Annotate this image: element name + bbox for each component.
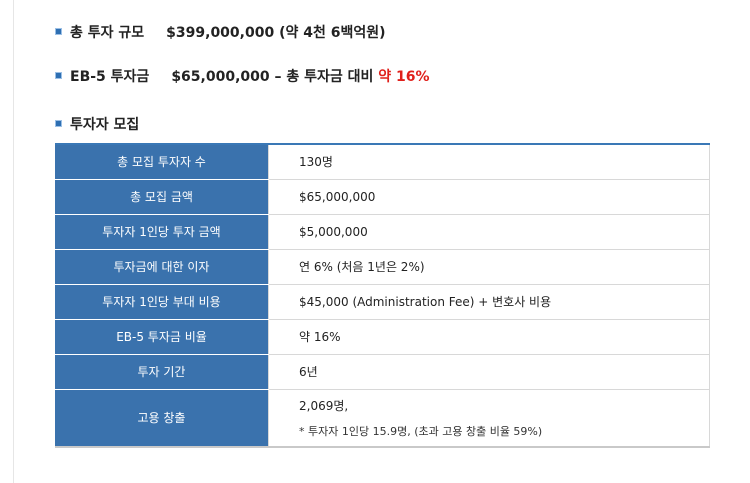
square-bullet-icon <box>55 71 62 79</box>
row-value: $5,000,000 <box>268 214 710 250</box>
eb5-heading: EB-5 투자금 $65,000,000 – 총 투자금 대비 약 16% <box>55 66 430 86</box>
row-label: 투자자 1인당 투자 금액 <box>55 214 269 250</box>
row-label: 투자자 1인당 부대 비용 <box>55 284 269 320</box>
row-label: EB-5 투자금 비율 <box>55 319 269 355</box>
row-value: 6년 <box>268 354 710 390</box>
row-value: 연 6% (처음 1년은 2%) <box>268 249 710 285</box>
row-value: $45,000 (Administration Fee) + 변호사 비용 <box>268 284 710 320</box>
table-row: 고용 창출 2,069명, * 투자자 1인당 15.9명, (초과 고용 창출… <box>55 389 710 447</box>
table-row: 투자자 1인당 부대 비용 $45,000 (Administration Fe… <box>55 284 710 320</box>
content-frame-border <box>13 0 14 483</box>
eb5-value: $65,000,000 – 총 투자금 대비 <box>171 69 374 85</box>
total-investment-label: 총 투자 규모 <box>70 25 145 41</box>
row-value-cell: 2,069명, * 투자자 1인당 15.9명, (초과 고용 창출 비율 59… <box>268 389 710 447</box>
eb5-ratio-highlight: 약 16% <box>378 69 430 85</box>
eb5-label: EB-5 투자금 <box>70 69 150 85</box>
row-label: 총 모집 금액 <box>55 179 269 215</box>
table-row: EB-5 투자금 비율 약 16% <box>55 319 710 355</box>
total-investment-value: $399,000,000 (약 4천 6백억원) <box>166 25 386 41</box>
row-value: 130명 <box>268 144 710 180</box>
row-label: 고용 창출 <box>55 389 269 447</box>
table-row: 투자자 1인당 투자 금액 $5,000,000 <box>55 214 710 250</box>
row-label: 투자 기간 <box>55 354 269 390</box>
row-value: $65,000,000 <box>268 179 710 215</box>
table-row: 총 모집 투자자 수 130명 <box>55 144 710 180</box>
row-label: 투자금에 대한 이자 <box>55 249 269 285</box>
row-label: 총 모집 투자자 수 <box>55 144 269 180</box>
total-investment-heading: 총 투자 규모 $399,000,000 (약 4천 6백억원) <box>55 22 386 42</box>
row-value: 약 16% <box>268 319 710 355</box>
square-bullet-icon <box>55 119 62 127</box>
square-bullet-icon <box>55 27 62 35</box>
recruit-heading: 투자자 모집 <box>55 114 139 134</box>
table-row: 총 모집 금액 $65,000,000 <box>55 179 710 215</box>
table-row: 투자 기간 6년 <box>55 354 710 390</box>
recruit-label: 투자자 모집 <box>70 117 140 133</box>
row-note: * 투자자 1인당 15.9명, (초과 고용 창출 비율 59%) <box>299 424 543 438</box>
row-value: 2,069명, <box>299 398 349 413</box>
table-row: 투자금에 대한 이자 연 6% (처음 1년은 2%) <box>55 249 710 285</box>
investor-recruitment-table: 총 모집 투자자 수 130명 총 모집 금액 $65,000,000 투자자 … <box>55 143 710 448</box>
